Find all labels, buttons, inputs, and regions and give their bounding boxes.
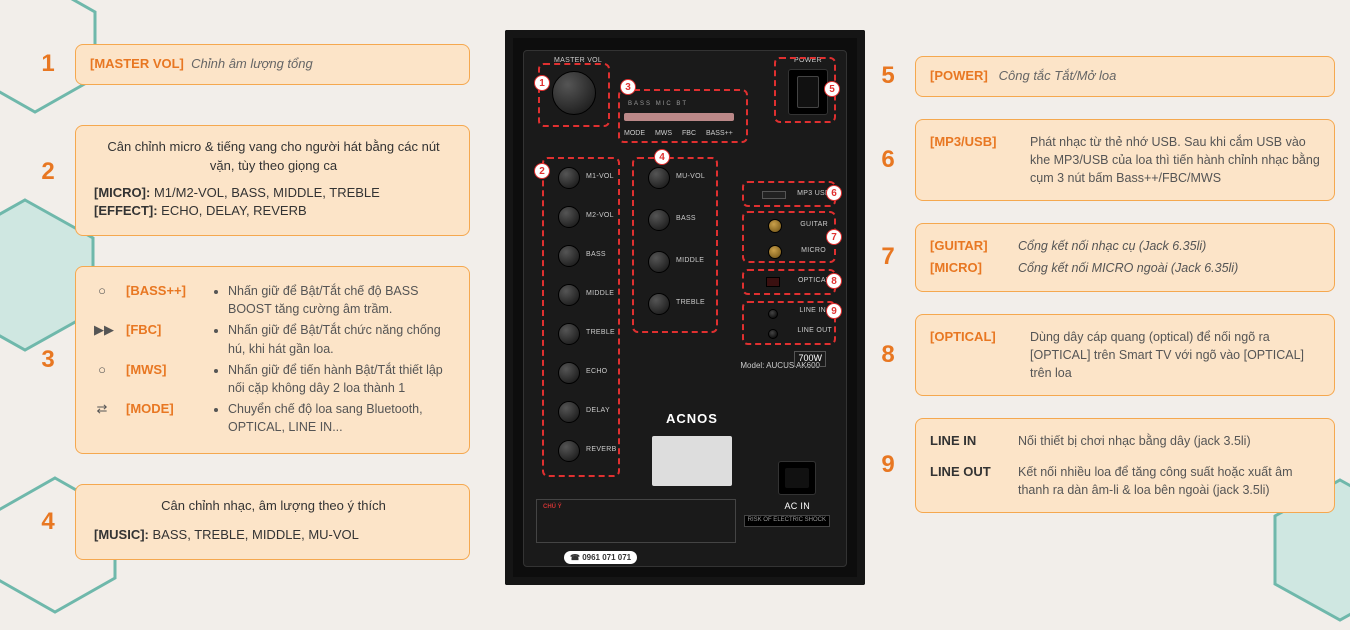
callout-num: 7 xyxy=(871,241,905,275)
knob-delay[interactable] xyxy=(558,401,580,423)
knob-middle[interactable] xyxy=(648,251,670,273)
linein-jack[interactable] xyxy=(768,309,778,319)
callout-num: 6 xyxy=(871,143,905,177)
callout-num: 4 xyxy=(31,505,65,539)
knob-m2-vol[interactable] xyxy=(558,206,580,228)
card-6: 6 [MP3/USB]Phát nhạc từ thẻ nhớ USB. Sau… xyxy=(915,119,1335,201)
row: ○[MWS]Nhấn giữ để tiến hành Bật/Tắt thiế… xyxy=(94,361,453,397)
optical-port[interactable] xyxy=(766,277,780,287)
ac-inlet[interactable] xyxy=(778,461,816,495)
hotline-badge: ☎ 0961 071 071 xyxy=(564,551,637,564)
panel-face: MASTER VOL POWER BASS MIC BT MODE MWS FB… xyxy=(523,50,847,567)
rednum: 1 xyxy=(534,75,550,91)
card-desc: Chỉnh âm lượng tổng xyxy=(191,56,313,71)
label-ac-warn: RISK OF ELECTRIC SHOCK xyxy=(744,515,830,527)
row: ▶▶[FBC]Nhấn giữ để Bật/Tắt chức năng chố… xyxy=(94,321,453,357)
rednum: 2 xyxy=(534,163,550,179)
label-guitar: GUITAR xyxy=(800,221,828,228)
callout-num: 1 xyxy=(31,47,65,81)
redbox-4 xyxy=(632,157,718,333)
speaker-panel: MASTER VOL POWER BASS MIC BT MODE MWS FB… xyxy=(505,30,865,585)
label-lineout: LINE OUT xyxy=(797,327,832,334)
knob-middle[interactable] xyxy=(558,284,580,306)
knob-label: BASS xyxy=(586,251,606,258)
card-line: [MICRO]: M1/M2-VOL, BASS, MIDDLE, TREBLE xyxy=(94,184,453,203)
card-line: [EFFECT]: ECHO, DELAY, REVERB xyxy=(94,202,453,221)
knob-label: MIDDLE xyxy=(586,290,614,297)
lineout-jack[interactable] xyxy=(768,329,778,339)
row: ○[BASS++]Nhấn giữ để Bật/Tắt chế độ BASS… xyxy=(94,282,453,318)
knob-label: DELAY xyxy=(586,407,610,414)
knob-mu-vol[interactable] xyxy=(648,167,670,189)
callout-num: 2 xyxy=(31,156,65,190)
knob-label: BASS xyxy=(676,215,696,222)
rednum: 8 xyxy=(826,273,842,289)
redbox-7 xyxy=(742,211,836,263)
knob-label: REVERB xyxy=(586,446,617,453)
callout-num: 9 xyxy=(871,449,905,483)
knob-label: TREBLE xyxy=(676,299,705,306)
card-4: 4 Cân chỉnh nhạc, âm lượng theo ý thích … xyxy=(75,484,470,560)
rednum: 4 xyxy=(654,149,670,165)
label-master-vol: MASTER VOL xyxy=(554,57,602,64)
mode-labels: MODE MWS FBC BASS++ xyxy=(624,129,733,138)
callout-num: 5 xyxy=(871,59,905,93)
left-column: 1 [MASTER VOL] Chỉnh âm lượng tổng 2 Cân… xyxy=(75,44,470,582)
knob-echo[interactable] xyxy=(558,362,580,384)
knob-treble[interactable] xyxy=(648,293,670,315)
rednum: 5 xyxy=(824,81,840,97)
label-linein: LINE IN xyxy=(799,307,826,314)
knob-label: MU-VOL xyxy=(676,173,705,180)
card-9: 9 LINE INNối thiết bị chơi nhạc bằng dây… xyxy=(915,418,1335,513)
row: ⇄[MODE]Chuyển chế độ loa sang Bluetooth,… xyxy=(94,400,453,436)
knob-bass[interactable] xyxy=(558,245,580,267)
card-line: [MUSIC]: BASS, TREBLE, MIDDLE, MU-VOL xyxy=(94,526,453,545)
card-1: 1 [MASTER VOL] Chỉnh âm lượng tổng xyxy=(75,44,470,85)
guitar-jack[interactable] xyxy=(768,219,782,233)
knob-label: ECHO xyxy=(586,368,607,375)
knob-bass[interactable] xyxy=(648,209,670,231)
card-title: [MASTER VOL] xyxy=(90,56,184,71)
right-column: 5 [POWER] Công tắc Tắt/Mở loa 6 [MP3/USB… xyxy=(915,56,1335,535)
knob-label: M2-VOL xyxy=(586,212,614,219)
knob-treble[interactable] xyxy=(558,323,580,345)
rednum: 9 xyxy=(826,303,842,319)
micro-jack[interactable] xyxy=(768,245,782,259)
serial-plate xyxy=(652,436,732,486)
led-strip xyxy=(624,113,734,121)
usb-port[interactable] xyxy=(762,191,786,199)
warning-box: CHÚ Ý xyxy=(536,499,736,543)
led-labels: BASS MIC BT xyxy=(628,101,688,109)
card-title: [POWER] xyxy=(930,68,988,83)
rednum: 6 xyxy=(826,185,842,201)
card-7: 7 [GUITAR]Cổng kết nối nhạc cụ (Jack 6.3… xyxy=(915,223,1335,292)
callout-num: 3 xyxy=(31,343,65,377)
knob-label: TREBLE xyxy=(586,329,615,336)
rednum: 7 xyxy=(826,229,842,245)
label-power: POWER xyxy=(794,57,822,64)
brand-logo: ACNOS xyxy=(666,411,718,426)
knob-m1-vol[interactable] xyxy=(558,167,580,189)
label-watt: 700W xyxy=(794,351,826,367)
card-line: Cân chỉnh micro & tiếng vang cho người h… xyxy=(94,138,453,176)
power-switch[interactable] xyxy=(788,69,828,115)
knob-label: MIDDLE xyxy=(676,257,704,264)
card-3: 3 ○[BASS++]Nhấn giữ để Bật/Tắt chế độ BA… xyxy=(75,266,470,454)
card-line: Cân chỉnh nhạc, âm lượng theo ý thích xyxy=(94,497,453,516)
knob-reverb[interactable] xyxy=(558,440,580,462)
label-micro: MICRO xyxy=(801,247,826,254)
knob-label: M1-VOL xyxy=(586,173,614,180)
card-desc: Công tắc Tắt/Mở loa xyxy=(999,68,1117,83)
card-5: 5 [POWER] Công tắc Tắt/Mở loa xyxy=(915,56,1335,97)
knob-master-vol[interactable] xyxy=(552,71,596,115)
card-2: 2 Cân chỉnh micro & tiếng vang cho người… xyxy=(75,125,470,236)
redbox-2 xyxy=(542,157,620,477)
callout-num: 8 xyxy=(871,338,905,372)
rednum: 3 xyxy=(620,79,636,95)
label-acin: AC IN xyxy=(784,501,810,511)
card-8: 8 [OPTICAL]Dùng dây cáp quang (optical) … xyxy=(915,314,1335,396)
